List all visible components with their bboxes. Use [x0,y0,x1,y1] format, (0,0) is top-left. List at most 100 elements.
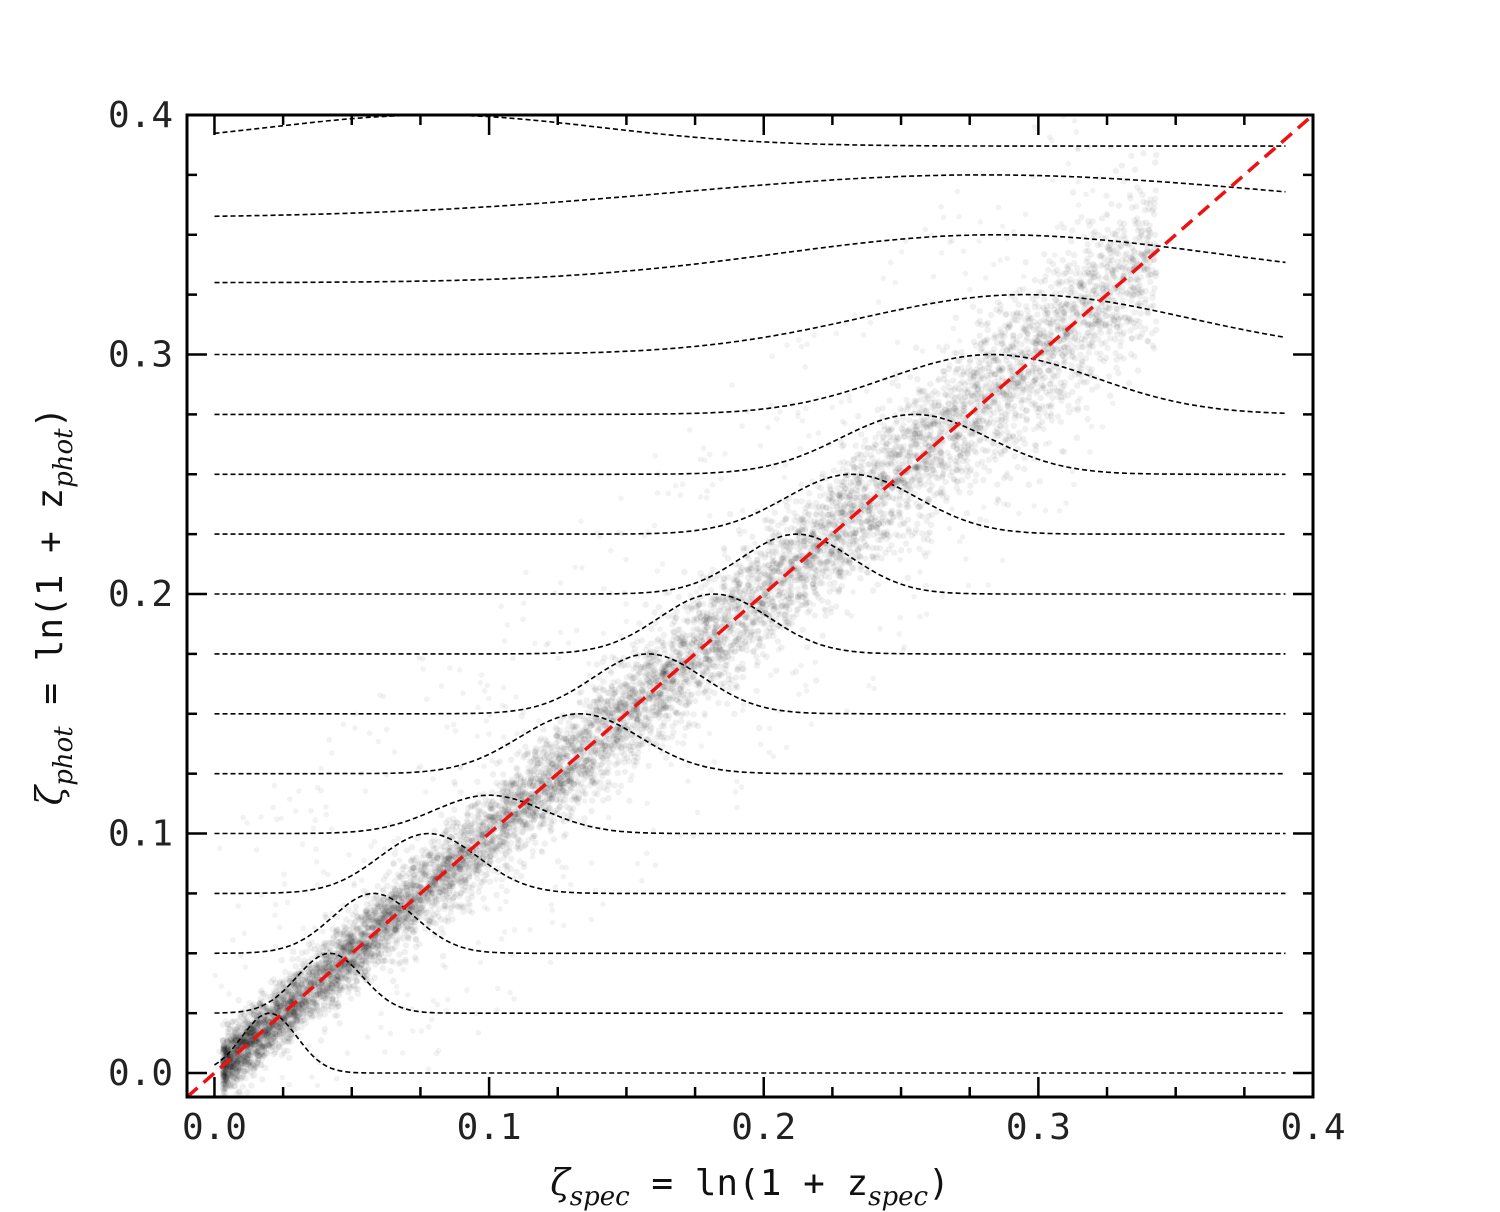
scatter-point [483,823,491,831]
scatter-point [595,674,602,681]
scatter-point [904,453,911,460]
scatter-point [371,936,378,944]
scatter-point [437,888,444,896]
scatter-point [871,504,878,512]
scatter-point [274,1004,281,1012]
scatter-point [307,1010,314,1017]
scatter-point [604,697,611,704]
scatter-point [363,950,370,957]
scatter-point [411,954,419,961]
scatter-point [734,641,742,648]
scatter-point [624,754,631,761]
scatter-point [842,540,849,547]
scatter-point [946,409,953,416]
scatter-point [220,1086,228,1094]
scatter-point [830,551,838,559]
scatter-point [555,789,562,796]
scatter-point [1092,291,1100,298]
scatter-point [961,393,968,400]
scatter-point [529,781,537,788]
scatter-point [250,1020,257,1028]
scatter-point [286,1054,293,1062]
scatter-point [1067,374,1075,381]
scatter-point [727,511,734,518]
scatter-point [930,419,937,426]
scatter-point [562,831,569,838]
scatter-point [503,887,510,895]
scatter-point [602,722,609,729]
scatter-point [651,609,658,616]
scatter-point [658,698,665,705]
scatter-point [471,867,478,874]
scatter-point [421,871,429,878]
scatter-point [652,619,659,626]
scatter-point [411,864,418,871]
scatter-point [669,637,677,644]
scatter-point [854,547,862,555]
scatter-point [329,994,336,1002]
scatter-point [950,475,958,483]
scatter-point [398,900,405,907]
scatter-point [411,918,419,925]
scatter-point [611,738,618,746]
scatter-point [677,679,684,686]
scatter-point [259,1016,267,1023]
scatter-point [395,906,402,913]
scatter-point [971,447,978,455]
scatter-point [670,612,677,620]
scatter-point [241,1068,248,1075]
scatter-point [612,698,619,705]
scatter-point [768,611,776,618]
scatter-point [863,518,870,525]
scatter-point [308,994,315,1001]
scatter-point [476,831,484,838]
scatter-point [322,981,329,989]
scatter-point [1138,228,1145,235]
scatter-point [1036,340,1044,347]
scatter-point [831,522,838,529]
scatter-point [877,484,884,491]
scatter-point [1088,323,1096,330]
scatter-point [302,1003,309,1010]
scatter-point [391,922,398,929]
scatter-point [1030,399,1038,407]
scatter-point [227,1063,234,1071]
scatter-point [546,823,554,831]
scatter-point [865,445,872,452]
scatter-point [859,528,867,535]
scatter-point [344,933,351,940]
scatter-point [296,1004,303,1012]
scatter-point [813,677,820,684]
scatter-point [532,754,539,761]
scatter-point [323,994,330,1002]
scatter-point [532,839,539,847]
scatter-point [244,1037,251,1044]
scatter-point [711,630,718,638]
scatter-point [1048,401,1055,408]
scatter-point [809,521,817,529]
scatter-point [272,997,279,1005]
scatter-point [480,895,487,902]
scatter-point [833,603,840,610]
scatter-point [662,712,670,719]
scatter-point [315,990,322,997]
scatter-point [323,985,330,992]
scatter-point [332,981,339,988]
scatter-point [843,494,851,501]
scatter-point [795,540,803,547]
scatter-point [856,543,863,551]
scatter-point [531,832,538,840]
scatter-point [449,867,457,874]
scatter-point [861,507,868,514]
scatter-point [1085,247,1092,254]
scatter-point [644,671,651,679]
scatter-point [635,744,642,751]
scatter-point [848,487,855,495]
scatter-point [319,989,327,996]
scatter-point [545,785,552,792]
scatter-point [747,571,754,578]
scatter-point [577,745,584,752]
scatter-point [992,456,999,463]
scatter-point [1152,159,1159,166]
scatter-point [1139,191,1146,199]
